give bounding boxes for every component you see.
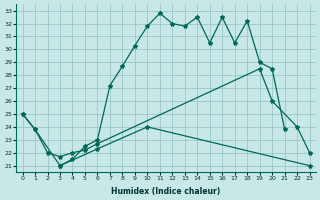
X-axis label: Humidex (Indice chaleur): Humidex (Indice chaleur) <box>111 187 221 196</box>
